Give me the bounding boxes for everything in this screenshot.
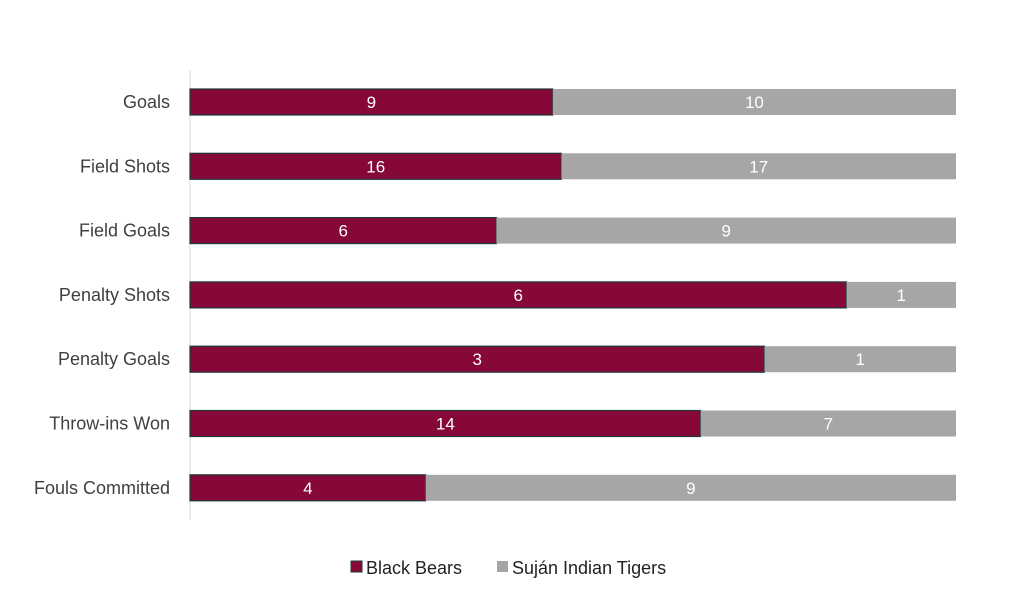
legend-swatch-tigers <box>497 561 508 572</box>
bar-tigers <box>846 281 956 308</box>
category-label: Fouls Committed <box>34 478 170 498</box>
data-label: 9 <box>721 222 730 241</box>
bar-tigers <box>764 346 956 373</box>
data-label: 1 <box>856 350 865 369</box>
data-label: 16 <box>366 157 385 176</box>
legend-swatch-black-bears <box>350 560 363 573</box>
bar-black-bears <box>189 409 702 438</box>
bar-tigers <box>700 410 956 437</box>
bar-tigers <box>496 217 956 244</box>
category-label: Throw-ins Won <box>49 414 170 434</box>
bar-tigers <box>425 474 956 501</box>
bar-black-bears <box>189 281 848 309</box>
category-label: Field Goals <box>79 221 170 241</box>
data-label: 6 <box>514 286 523 305</box>
category-label: Penalty Shots <box>59 285 170 305</box>
bar-black-bears <box>189 345 766 373</box>
data-label: 3 <box>473 350 482 369</box>
data-label: 14 <box>436 415 455 434</box>
category-label: Field Shots <box>80 156 170 176</box>
bar-tigers <box>561 153 956 180</box>
bar-black-bears <box>189 217 497 245</box>
legend-label-black-bears: Black Bears <box>366 558 462 578</box>
legend: Black Bears Suján Indian Tigers <box>350 558 666 578</box>
data-label: 9 <box>686 479 695 498</box>
data-label: 4 <box>303 479 312 498</box>
bar-black-bears <box>189 474 427 502</box>
data-label: 7 <box>824 415 833 434</box>
data-label: 9 <box>367 93 376 112</box>
category-label: Penalty Goals <box>58 349 170 369</box>
bar-black-bears <box>189 152 562 180</box>
category-label: Goals <box>123 92 170 112</box>
data-label: 1 <box>897 286 906 305</box>
data-label: 6 <box>338 222 347 241</box>
bar-tigers <box>552 89 956 115</box>
data-label: 10 <box>745 93 764 112</box>
legend-label-tigers: Suján Indian Tigers <box>512 558 666 578</box>
data-label: 17 <box>749 157 768 176</box>
